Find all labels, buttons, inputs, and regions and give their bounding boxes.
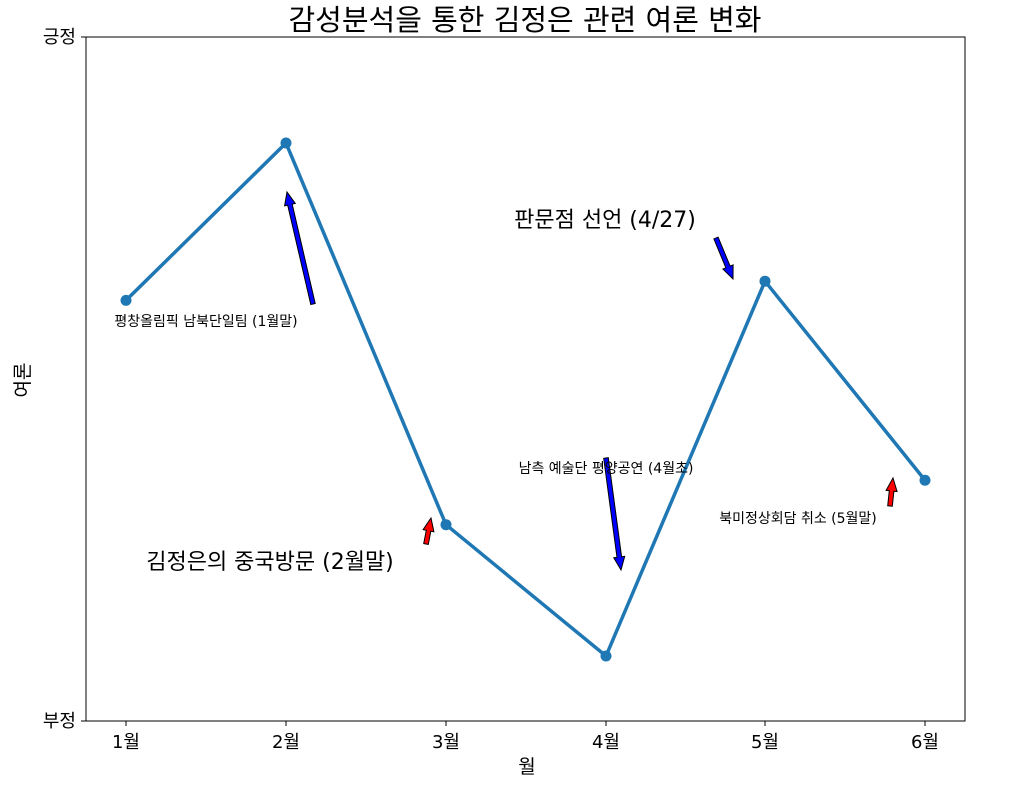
data-point: [759, 275, 771, 287]
annotation-arrow: [422, 516, 435, 545]
y-axis-label: 여론: [12, 363, 34, 398]
annotation-label: 평창올림픽 남북단일팀 (1월말): [114, 314, 297, 330]
x-tick-label: 3월: [432, 732, 460, 753]
x-tick-label: 4월: [592, 732, 620, 753]
chart-title: 감성분석을 통한 김정은 관련 여론 변화: [289, 3, 762, 37]
annotation-label: 판문점 선언 (4/27): [514, 208, 696, 233]
series-polyline: [124, 141, 927, 658]
y-tick-label: 부정: [43, 711, 76, 732]
x-tick-label: 1월: [112, 732, 140, 753]
annotation-label: 남측 예술단 평양공연 (4월초): [519, 461, 694, 477]
x-tick-label: 5월: [751, 732, 779, 753]
series-line: [120, 137, 931, 662]
annotation-arrow: [283, 190, 316, 306]
data-point: [919, 474, 931, 486]
x-tick-label: 2월: [272, 732, 300, 753]
data-point: [280, 137, 292, 149]
data-point: [440, 519, 452, 531]
data-point: [600, 650, 612, 662]
annotations: 평창올림픽 남북단일팀 (1월말) 김정은의 중국방문 (2월말) 남측 예술단 평…: [114, 190, 898, 575]
axis-ticks: 1월 2월 3월 4월 5월 6월 부정 긍정: [43, 27, 939, 753]
annotation-label: 북미정상회담 취소 (5월말): [719, 511, 877, 527]
annotation-label: 김정은의 중국방문 (2월말): [146, 550, 394, 575]
plot-frame: [85, 36, 966, 722]
y-tick-label: 긍정: [43, 27, 76, 48]
annotation-arrow: [603, 457, 626, 572]
annotation-arrow: [713, 236, 734, 281]
x-axis-label: 월: [518, 756, 535, 778]
data-point: [120, 294, 132, 306]
x-tick-label: 6월: [911, 732, 939, 753]
annotation-arrow: [885, 476, 898, 507]
